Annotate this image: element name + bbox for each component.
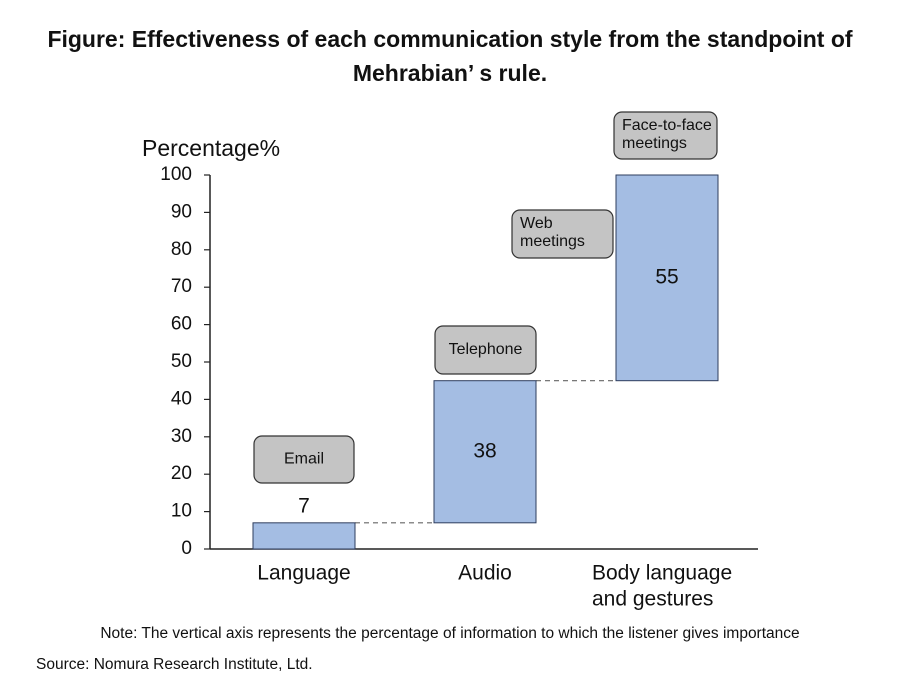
bar-value-label: 55	[655, 265, 678, 288]
chart-note: Note: The vertical axis represents the p…	[100, 625, 800, 642]
y-tick-label: 10	[171, 501, 192, 522]
y-tick-label: 50	[171, 351, 192, 372]
bar	[615, 174, 719, 382]
annotation-text: Email	[284, 451, 324, 468]
annotation-text: meetings	[622, 135, 687, 152]
y-tick-label: 100	[160, 164, 192, 185]
y-tick-label: 80	[171, 239, 192, 260]
y-tick-label: 30	[171, 426, 192, 447]
chart-source: Source: Nomura Research Institute, Ltd.	[36, 656, 313, 673]
annotation-box	[613, 111, 718, 160]
y-tick-label: 20	[171, 463, 192, 484]
y-axis-label: Percentage%	[142, 135, 280, 161]
bar-value-label: 7	[298, 494, 310, 517]
annotation-box	[511, 209, 614, 259]
annotation-text: Web	[520, 215, 553, 232]
y-tick-label: 90	[171, 201, 192, 222]
x-tick-label: Body language	[592, 562, 732, 585]
bar	[252, 522, 356, 550]
annotation-box	[253, 435, 355, 484]
annotation-box	[434, 325, 537, 375]
bar	[433, 380, 537, 524]
x-tick-label: and gestures	[592, 588, 713, 611]
annotation-text: Face-to-face	[622, 117, 712, 134]
chart-title-line-2: Mehrabian’ s rule.	[352, 60, 548, 86]
y-tick-label: 40	[171, 388, 192, 409]
annotation-text: meetings	[520, 233, 585, 250]
chart-title: Figure: Effectiveness of each communicat…	[0, 22, 900, 90]
x-tick-label: Language	[257, 562, 350, 585]
y-tick-label: 60	[171, 314, 192, 335]
chart-title-line-1: Figure: Effectiveness of each communicat…	[47, 26, 853, 52]
x-tick-label: Audio	[458, 562, 512, 585]
y-tick-label: 70	[171, 276, 192, 297]
annotation-text: Telephone	[449, 341, 523, 358]
bar-value-label: 38	[473, 439, 496, 462]
y-tick-label: 0	[181, 538, 192, 559]
